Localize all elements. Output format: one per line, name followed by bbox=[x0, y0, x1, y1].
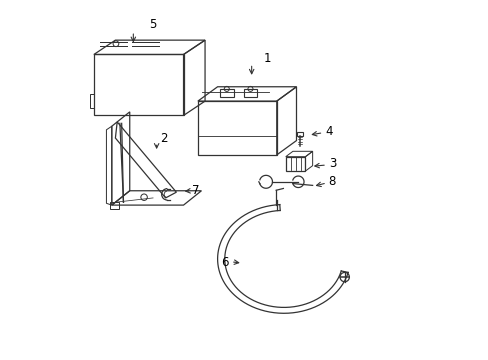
Text: 7: 7 bbox=[192, 184, 200, 197]
Text: 6: 6 bbox=[221, 256, 228, 269]
Text: 3: 3 bbox=[328, 157, 335, 170]
Text: 5: 5 bbox=[149, 18, 157, 31]
Text: 4: 4 bbox=[325, 125, 332, 138]
Bar bbox=[297, 132, 303, 136]
Bar bbox=[220, 89, 233, 97]
Bar bbox=[285, 157, 305, 171]
Text: 8: 8 bbox=[328, 175, 335, 188]
Text: 2: 2 bbox=[160, 132, 167, 145]
Bar bbox=[243, 89, 257, 97]
Text: 1: 1 bbox=[264, 51, 271, 64]
